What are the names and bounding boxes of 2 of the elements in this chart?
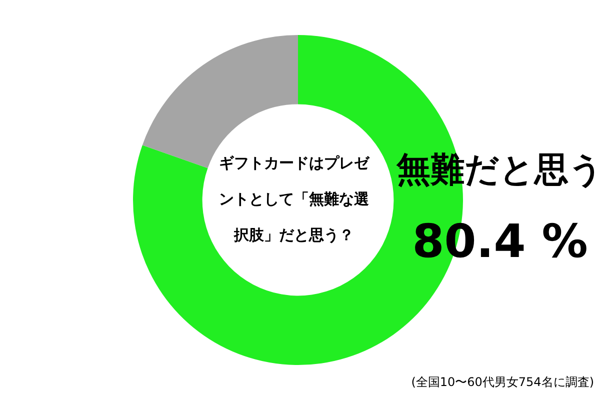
text: (全国10〜60代男女754名に調査) xyxy=(411,375,594,390)
chart-title: ギフトカードはプレゼントとして「無難な選択肢」だと思う？ xyxy=(219,154,369,244)
